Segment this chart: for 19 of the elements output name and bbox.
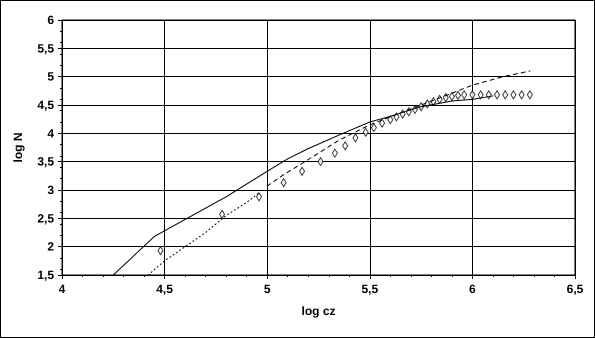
x-tick-label: 4,5 bbox=[156, 282, 174, 296]
y-tick-label: 6 bbox=[47, 13, 54, 27]
x-tick-label: 5,5 bbox=[361, 282, 378, 296]
y-tick-label: 5 bbox=[47, 70, 54, 84]
y-tick-label: 4 bbox=[47, 126, 54, 140]
x-tick-label: 4 bbox=[58, 282, 66, 296]
point bbox=[448, 92, 455, 101]
x-tick-label: 6,5 bbox=[566, 282, 584, 296]
y-tick-label: 3 bbox=[47, 183, 54, 197]
y-tick-label: 1,5 bbox=[37, 268, 54, 282]
x-tick-label: 5 bbox=[264, 282, 271, 296]
y-tick-label: 2 bbox=[47, 240, 54, 254]
y-tick-label: 5,5 bbox=[37, 41, 54, 56]
x-axis-title: log cz bbox=[301, 304, 336, 318]
y-tick-label: 4,5 bbox=[37, 98, 54, 112]
y-tick-label: 2,5 bbox=[37, 211, 54, 226]
y-axis-title: log N bbox=[11, 132, 25, 162]
x-tick-label: 6 bbox=[469, 282, 476, 296]
y-tick-label: 3,5 bbox=[37, 154, 54, 169]
